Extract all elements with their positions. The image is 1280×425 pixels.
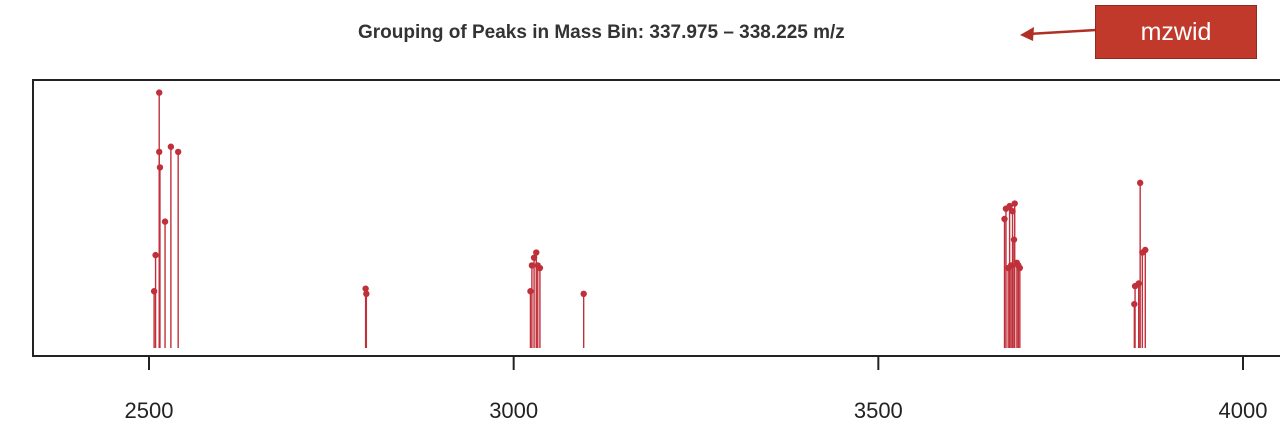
- peak-point: [1006, 202, 1013, 210]
- peak-point: [533, 249, 540, 256]
- peak-point: [1142, 246, 1149, 254]
- peak-point: [150, 288, 158, 295]
- x-tick-label: 3000: [489, 398, 538, 423]
- chart-title: Grouping of Peaks in Mass Bin: 337.975 –…: [358, 22, 845, 43]
- peak-point: [1136, 179, 1144, 187]
- x-tick-label: 4000: [1219, 398, 1268, 423]
- peak-point: [580, 290, 587, 298]
- arrow-left-icon: [1020, 27, 1097, 41]
- peak-point: [1135, 280, 1142, 287]
- mzwid-callout: mzwid: [1095, 5, 1257, 59]
- peak-point: [167, 143, 175, 150]
- peak-point: [161, 218, 169, 225]
- peak-point: [156, 89, 163, 96]
- peak-point: [1011, 200, 1018, 207]
- plot-frame: [32, 79, 1280, 357]
- peak-point: [1131, 300, 1138, 308]
- peak-point: [1016, 264, 1024, 272]
- peak-point: [152, 251, 159, 259]
- x-tick-label: 2500: [125, 398, 174, 423]
- stem-group: [150, 89, 1149, 348]
- peak-point: [156, 164, 164, 171]
- peak-point: [527, 288, 534, 295]
- peak-point: [536, 264, 544, 272]
- peak-point: [174, 148, 182, 156]
- x-axis: 2500 3000 3500 4000: [125, 357, 1268, 423]
- peak-point: [1010, 236, 1018, 243]
- peak-point: [156, 148, 163, 156]
- peak-point: [1001, 215, 1008, 223]
- peak-point: [362, 285, 369, 292]
- x-tick-label: 3500: [854, 398, 903, 423]
- peak-point: [363, 290, 370, 298]
